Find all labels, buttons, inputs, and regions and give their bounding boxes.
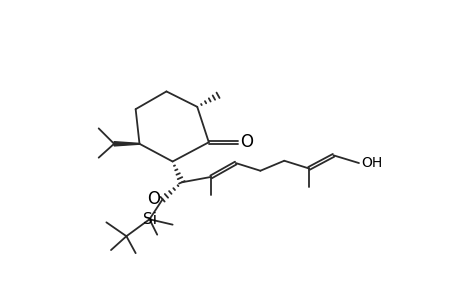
Text: OH: OH [360, 156, 382, 170]
Text: O: O [240, 133, 253, 151]
Polygon shape [114, 142, 139, 146]
Text: Si: Si [142, 212, 156, 227]
Text: O: O [147, 190, 160, 208]
